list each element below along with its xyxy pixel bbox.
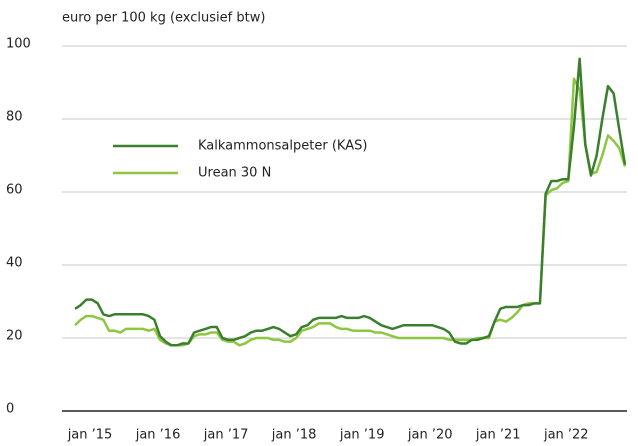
y-tick-label: 100 [6, 37, 31, 52]
x-tick-label: jan ’17 [203, 428, 249, 443]
x-tick-label: jan ’21 [475, 428, 521, 443]
x-tick-label: jan ’20 [407, 428, 453, 443]
x-tick-label: jan ’16 [135, 428, 181, 443]
x-tick-label: jan ’19 [339, 428, 385, 443]
y-tick-label: 20 [6, 329, 23, 344]
x-tick-label: jan ’15 [67, 428, 113, 443]
line-series [74, 57, 627, 347]
legend-label: Kalkammonsalpeter (KAS) [198, 139, 367, 154]
y-tick-label: 80 [6, 110, 23, 125]
x-tick-label: jan ’22 [543, 428, 589, 443]
y-axis-label: euro per 100 kg (exclusief btw) [62, 11, 265, 26]
y-tick-label: 0 [6, 402, 14, 417]
legend-label: Urean 30 N [198, 166, 271, 181]
y-tick-label: 40 [6, 256, 23, 271]
x-tick-label: jan ’18 [271, 428, 317, 443]
y-tick-label: 60 [6, 183, 23, 198]
